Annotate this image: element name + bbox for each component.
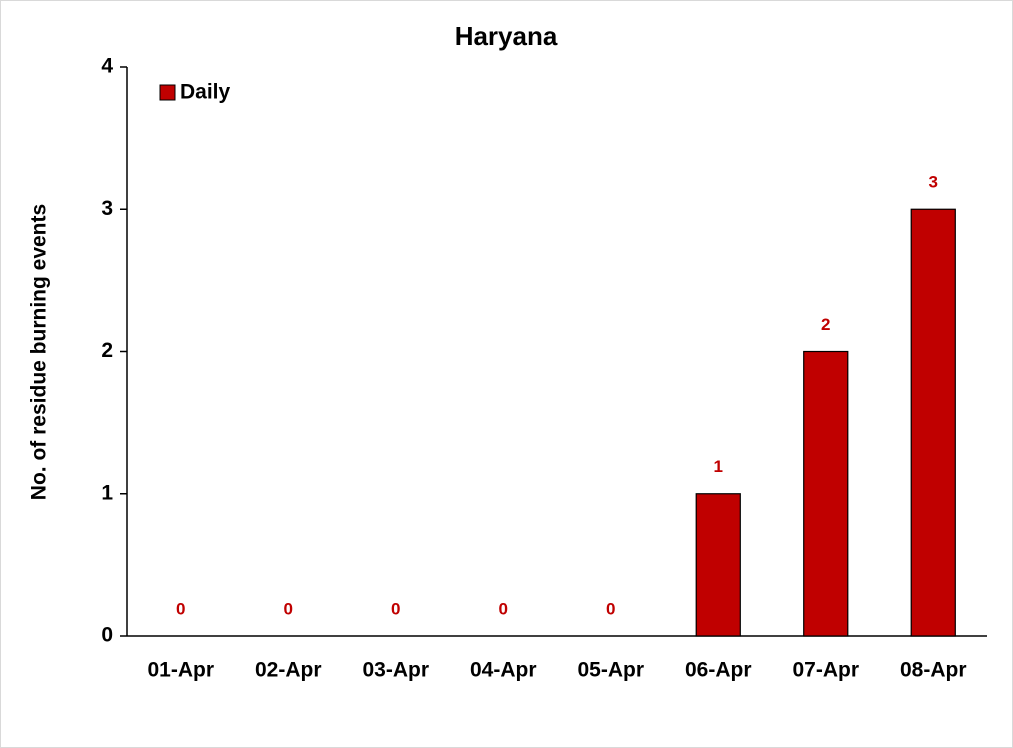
data-label: 1 (714, 457, 723, 476)
chart-title: Haryana (455, 21, 558, 51)
legend-swatch (159, 84, 176, 101)
data-label: 0 (391, 599, 400, 618)
data-label: 3 (929, 173, 938, 192)
x-tick-label: 05-Apr (577, 659, 644, 682)
x-tick-label: 03-Apr (362, 659, 429, 682)
x-tick-label: 08-Apr (900, 659, 967, 682)
y-tick-label: 4 (101, 55, 113, 78)
y-tick-label: 3 (101, 197, 113, 220)
y-tick-label: 0 (101, 624, 113, 647)
legend-label: Daily (180, 81, 231, 104)
data-label: 2 (821, 315, 830, 334)
y-axis-label: No. of residue burning events (28, 204, 51, 500)
data-label: 0 (499, 599, 508, 618)
x-tick-label: 04-Apr (470, 659, 537, 682)
bar (910, 208, 956, 637)
data-label: 0 (606, 599, 615, 618)
bar (803, 350, 849, 637)
bar (695, 493, 741, 637)
y-tick-label: 1 (101, 481, 113, 504)
x-tick-label: 06-Apr (685, 659, 752, 682)
data-label: 0 (284, 599, 293, 618)
x-tick-label: 07-Apr (792, 659, 859, 682)
x-tick-label: 01-Apr (147, 659, 214, 682)
y-tick-label: 2 (101, 339, 113, 362)
x-tick-label: 02-Apr (255, 659, 322, 682)
data-label: 0 (176, 599, 185, 618)
